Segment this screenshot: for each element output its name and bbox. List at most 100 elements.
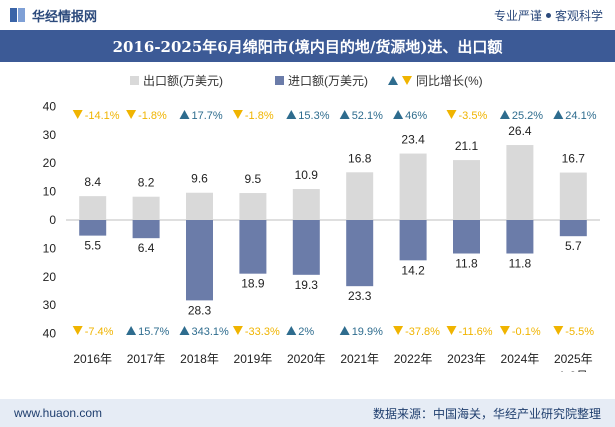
import-growth-label: -0.1% <box>512 326 541 338</box>
growth-up-icon <box>339 326 350 335</box>
export-growth-label: 25.2% <box>512 110 543 122</box>
import-value-label: 28.3 <box>188 303 212 317</box>
export-growth-label: -1.8% <box>245 110 274 122</box>
legend-label-import: 进口额(万美元) <box>288 74 368 88</box>
y-tick-label: 20 <box>43 156 57 170</box>
import-growth-label: 15.7% <box>138 326 169 338</box>
export-bar <box>399 153 427 220</box>
y-tick-label: 40 <box>43 99 57 113</box>
x-category-label: 2024年 <box>501 352 540 366</box>
export-bar <box>292 189 320 220</box>
export-value-label: 9.5 <box>245 172 262 186</box>
export-growth-label: 15.3% <box>298 110 329 122</box>
import-growth-label: -7.4% <box>85 326 114 338</box>
export-value-label: 9.6 <box>191 172 208 186</box>
footer-source: 数据来源：中国海关，华经产业研究院整理 <box>372 406 601 421</box>
import-bar <box>239 220 267 274</box>
x-category-label: 2021年 <box>340 352 379 366</box>
title-bar: 2016-2025年6月绵阳市(境内目的地/货源地)进、出口额 <box>0 30 615 62</box>
import-value-label: 5.7 <box>565 239 582 253</box>
growth-up-icon <box>179 326 190 335</box>
import-bar <box>186 220 213 301</box>
import-bar <box>559 220 587 237</box>
growth-down-icon <box>393 326 404 335</box>
x-category-label: 2025年 <box>554 352 593 366</box>
export-value-label: 23.4 <box>401 133 425 147</box>
import-bar <box>506 220 534 254</box>
export-value-label: 8.4 <box>84 175 101 189</box>
growth-up-icon <box>286 110 297 119</box>
y-tick-label: 20 <box>43 270 57 284</box>
growth-down-icon <box>72 110 83 119</box>
import-growth-label: -11.6% <box>459 326 493 338</box>
export-bar <box>346 172 374 220</box>
legend-up-triangle-icon <box>388 76 398 85</box>
brand: 华经情报网 <box>10 6 97 25</box>
x-category-label: 2018年 <box>180 352 219 366</box>
x-category-label: 2020年 <box>287 352 326 366</box>
legend-down-triangle-icon <box>402 76 412 85</box>
footer-site: www.huaon.com <box>14 406 103 420</box>
y-tick-label: 0 <box>49 213 56 227</box>
import-value-label: 23.3 <box>348 289 372 303</box>
export-growth-label: -3.5% <box>459 110 488 122</box>
legend-swatch-export <box>130 76 139 85</box>
export-bar <box>132 196 160 220</box>
x-category-label: 2016年 <box>73 352 112 366</box>
y-tick-label: 40 <box>43 327 57 341</box>
export-value-label: 10.9 <box>295 168 319 182</box>
export-growth-label: 24.1% <box>565 110 596 122</box>
export-growth-label: -14.1% <box>85 110 120 122</box>
brand-name: 华经情报网 <box>32 8 98 24</box>
import-growth-label: 343.1% <box>192 326 230 338</box>
import-value-label: 5.5 <box>84 239 101 253</box>
growth-up-icon <box>179 110 190 119</box>
import-growth-label: -37.8% <box>405 326 440 338</box>
tagline: 专业严谨 客观科学 <box>494 7 603 24</box>
import-bar <box>346 220 374 287</box>
y-tick-label: 10 <box>43 241 57 255</box>
chart-title: 2016-2025年6月绵阳市(境内目的地/货源地)进、出口额 <box>112 37 503 56</box>
import-bar <box>453 220 480 254</box>
export-value-label: 16.8 <box>348 151 372 165</box>
export-bar <box>559 172 587 220</box>
growth-down-icon <box>232 326 243 335</box>
top-bar: 华经情报网 专业严谨 客观科学 <box>0 0 615 30</box>
export-bar <box>506 145 534 220</box>
import-value-label: 11.8 <box>509 257 532 271</box>
x-category-label: 2022年 <box>394 352 433 366</box>
growth-up-icon <box>393 110 404 119</box>
export-bar <box>239 193 267 220</box>
x-category-label: 2017年 <box>127 352 166 366</box>
export-value-label: 26.4 <box>508 124 532 138</box>
export-value-label: 16.7 <box>562 152 586 166</box>
import-value-label: 11.8 <box>455 257 478 271</box>
growth-down-icon <box>446 110 457 119</box>
legend-label-export: 出口额(万美元) <box>143 74 223 88</box>
growth-up-icon <box>126 326 137 335</box>
import-value-label: 18.9 <box>241 277 265 291</box>
chart: 出口额(万美元) 进口额(万美元) 同比增长(%) 40 30 20 10 0 10 20 30 40… <box>43 74 600 372</box>
export-growth-label: -1.8% <box>138 110 167 122</box>
export-bar <box>79 196 107 220</box>
footer: www.huaon.com 数据来源：中国海关，华经产业研究院整理 <box>0 399 615 427</box>
growth-up-icon <box>553 110 564 119</box>
export-bar <box>186 192 213 220</box>
growth-up-icon <box>339 110 350 119</box>
tagline-left: 专业严谨 <box>493 8 542 23</box>
legend-label-growth: 同比增长(%) <box>416 74 483 88</box>
growth-up-icon <box>499 110 510 119</box>
brand-logo-icon <box>10 8 26 22</box>
import-bar <box>132 220 160 239</box>
export-bar <box>453 160 480 220</box>
y-tick-label: 10 <box>43 185 57 199</box>
import-growth-label: 19.9% <box>352 326 383 338</box>
export-growth-label: 46% <box>405 110 427 122</box>
import-bar <box>79 220 107 236</box>
export-growth-label: 17.7% <box>192 110 223 122</box>
growth-down-icon <box>553 326 564 335</box>
growth-down-icon <box>446 326 457 335</box>
legend-swatch-import <box>275 76 284 85</box>
import-value-label: 6.4 <box>138 241 155 255</box>
bullet-icon <box>545 12 551 18</box>
